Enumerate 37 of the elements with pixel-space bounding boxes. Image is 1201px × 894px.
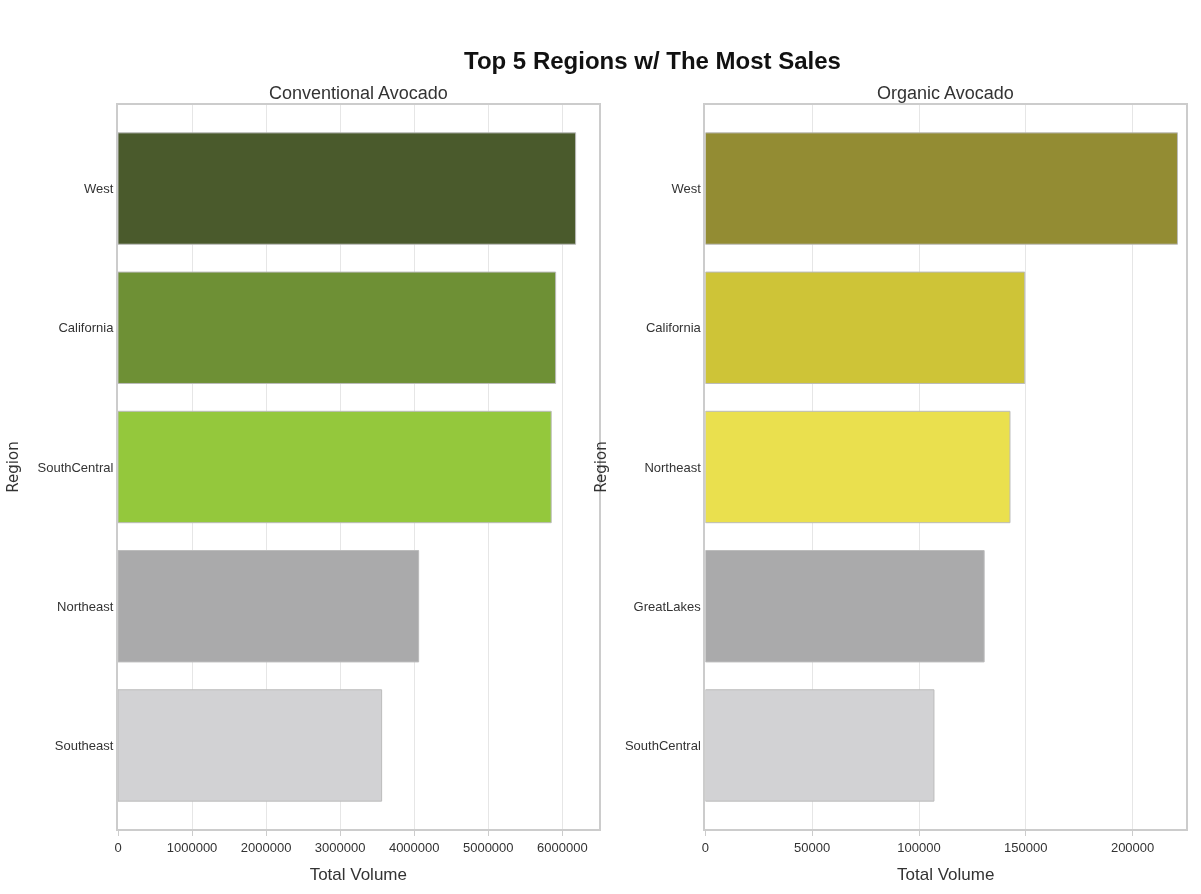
x-tick-label: 5000000 [462,839,514,855]
x-tick-label: 50000 [794,839,831,855]
x-axis-title: Total Volume [309,865,407,885]
chart-title: Organic Avocado [877,83,1014,103]
y-tick-label: Southeast [54,738,114,754]
y-tick-label: GreatLakes [633,598,702,614]
x-tick-label: 100000 [897,839,941,855]
x-tick-label: 1000000 [166,839,218,855]
x-tick-label: 0 [114,839,122,855]
x-tick-label: 0 [701,839,710,855]
y-tick-label: California [645,320,702,336]
x-tick-label: 6000000 [537,839,588,855]
x-tick-label: 200000 [1110,839,1155,855]
chart-title: Conventional Avocado [269,83,448,103]
y-tick-label: West [671,181,702,197]
y-tick-label: California [58,320,115,336]
y-tick-label: Northeast [644,459,702,475]
y-tick-label: Northeast [57,598,114,614]
bar [705,410,1011,524]
y-axis-title: Region [4,441,23,493]
x-tick-label: 4000000 [388,839,440,855]
bar [705,132,1178,245]
text: Top 5 Regions w/ The Most Sales [464,47,841,74]
y-tick-label: SouthCentral [624,738,701,754]
bar [118,271,557,384]
x-tick-label: 150000 [1004,839,1048,855]
bar [118,410,552,524]
bar [118,550,420,663]
y-tick-label: SouthCentral [37,459,114,475]
x-axis-title: Total Volume [897,865,995,885]
y-axis-title: Region [591,441,610,493]
y-tick-label: West [84,181,114,197]
bar [705,271,1026,384]
x-tick-label: 2000000 [240,839,292,855]
bar [705,550,985,663]
x-tick-label: 3000000 [314,839,366,855]
bar [118,132,577,245]
